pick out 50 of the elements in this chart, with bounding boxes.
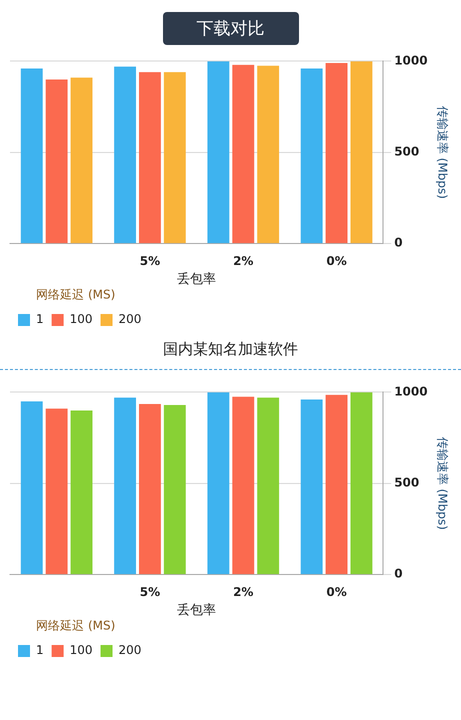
legend-label: 1 bbox=[36, 643, 44, 658]
chart-title: 下载对比 bbox=[162, 12, 298, 45]
bar bbox=[257, 398, 280, 574]
y-tick-label: 1000 bbox=[394, 53, 428, 68]
bar bbox=[164, 72, 186, 244]
y-tick-label: 500 bbox=[394, 476, 420, 490]
legend-label: 100 bbox=[70, 643, 93, 658]
bar bbox=[300, 399, 323, 574]
legend-label: 200 bbox=[118, 643, 142, 658]
bar bbox=[232, 396, 254, 574]
legend-label: 100 bbox=[70, 312, 93, 326]
bar bbox=[20, 68, 43, 244]
bar bbox=[114, 398, 136, 574]
legend-title: 网络延迟 (MS) bbox=[36, 618, 116, 633]
bar bbox=[207, 61, 230, 244]
bar bbox=[20, 401, 43, 574]
x-tick-label: 0% bbox=[326, 254, 347, 268]
bar bbox=[164, 404, 186, 574]
bar bbox=[139, 404, 161, 574]
x-tick-label: 5% bbox=[140, 254, 160, 268]
text: 国内某知名加速软件 bbox=[162, 340, 299, 359]
bar bbox=[70, 78, 92, 244]
y-axis-title: 传输速率 (Mbps) bbox=[436, 436, 450, 530]
x-axis-title: 丢包率 bbox=[177, 602, 216, 618]
bar bbox=[326, 394, 348, 574]
x-tick-label: 5% bbox=[140, 584, 160, 599]
bar bbox=[350, 61, 372, 244]
y-tick-label: 500 bbox=[394, 144, 420, 159]
legend-label: 200 bbox=[118, 312, 142, 326]
x-tick-label: 0% bbox=[326, 584, 347, 599]
bar bbox=[300, 68, 323, 244]
bar bbox=[350, 392, 372, 574]
y-axis-title: 传输速率 (Mbps) bbox=[436, 106, 450, 199]
bar bbox=[114, 66, 136, 244]
x-tick-label: 2% bbox=[233, 254, 254, 268]
x-tick-label: 2% bbox=[233, 584, 254, 599]
bar bbox=[232, 64, 254, 244]
bar bbox=[46, 408, 68, 574]
y-tick-label: 0 bbox=[394, 566, 403, 581]
y-tick-label: 1000 bbox=[394, 384, 428, 398]
x-axis-title: 丢包率 bbox=[177, 271, 216, 288]
bar bbox=[139, 72, 161, 244]
legend-label: 1 bbox=[36, 312, 44, 326]
bar bbox=[207, 392, 230, 574]
bar bbox=[46, 79, 68, 244]
bar bbox=[70, 410, 92, 574]
bar bbox=[326, 63, 348, 244]
legend-title: 网络延迟 (MS) bbox=[36, 288, 116, 302]
bar bbox=[257, 66, 280, 244]
y-tick-label: 0 bbox=[394, 236, 403, 250]
